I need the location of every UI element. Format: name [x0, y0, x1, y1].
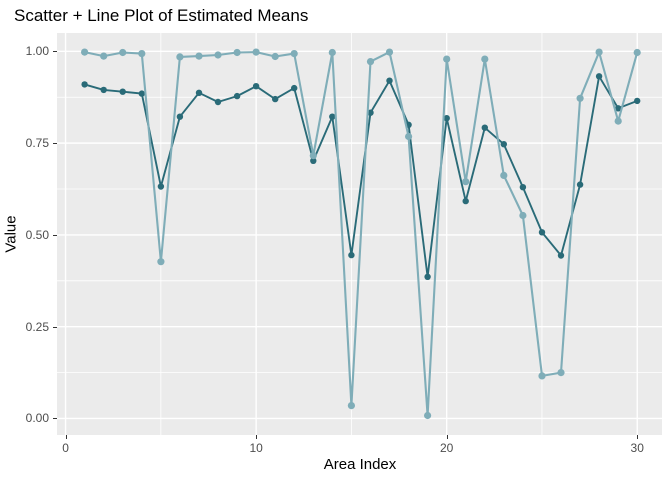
light-teal-estimates-point: [347, 402, 355, 410]
dark-teal-estimates-point: [348, 251, 355, 259]
light-teal-estimates-point: [328, 48, 336, 57]
light-teal-estimates-point: [176, 53, 184, 61]
y-tick-mark: [53, 143, 57, 145]
light-teal-estimates-point: [462, 178, 470, 186]
dark-teal-estimates-point: [576, 181, 584, 188]
dark-teal-estimates-point: [481, 124, 488, 131]
dark-teal-estimates-point: [81, 81, 88, 88]
light-teal-estimates-point: [481, 55, 489, 63]
light-teal-estimates-point: [309, 152, 317, 160]
light-teal-estimates-point: [81, 48, 89, 56]
y-tick-label: 0.00: [25, 411, 49, 426]
dark-teal-estimates-point: [233, 92, 241, 100]
dark-teal-estimates-point: [310, 157, 317, 164]
dark-teal-estimates-point: [443, 115, 450, 122]
dark-teal-estimates-point: [100, 86, 107, 94]
dark-teal-estimates-line: [84, 75, 638, 278]
x-tick-label: 30: [630, 441, 644, 455]
dark-teal-estimates-point: [634, 97, 641, 105]
light-teal-estimates-line: [84, 51, 639, 417]
light-teal-estimates-point: [119, 48, 127, 57]
dark-teal-estimates-point: [595, 73, 603, 80]
light-teal-estimates-point: [290, 50, 298, 58]
light-teal-estimates-point: [157, 258, 165, 266]
y-tick-mark: [53, 234, 57, 236]
dark-teal-estimates-point: [157, 183, 165, 190]
light-teal-estimates-point: [271, 52, 279, 61]
dark-teal-estimates-point: [462, 197, 469, 205]
y-tick-mark: [53, 326, 57, 328]
dark-teal-estimates-point: [138, 90, 145, 97]
y-tick-mark: [53, 51, 57, 53]
y-tick-label: 0.50: [25, 227, 49, 242]
dark-teal-estimates-point: [367, 109, 374, 116]
dark-teal-estimates-point: [519, 184, 527, 191]
y-tick-label: 0.75: [25, 136, 49, 151]
light-teal-estimates-point: [138, 50, 146, 58]
dark-teal-estimates-point: [329, 113, 336, 120]
chart-title: Scatter + Line Plot of Estimated Means: [14, 6, 309, 25]
x-axis-title: Area Index: [323, 456, 397, 473]
dark-teal-estimates-point: [195, 89, 203, 96]
dark-teal-estimates-point: [272, 95, 279, 103]
x-tick-label: 10: [249, 441, 263, 455]
dark-teal-estimates-point: [500, 141, 507, 148]
light-teal-estimates-point: [614, 117, 622, 125]
dark-teal-estimates-point: [176, 113, 184, 120]
light-teal-estimates-point: [633, 48, 641, 57]
light-teal-estimates-point: [424, 411, 432, 420]
dark-teal-estimates-point: [119, 88, 126, 95]
dark-teal-estimates-point: [386, 77, 393, 84]
x-tick-label: 0: [62, 441, 69, 455]
dark-teal-estimates-point: [424, 273, 431, 280]
dark-teal-estimates-point: [214, 98, 222, 106]
x-tick-mark: [446, 435, 448, 439]
dark-teal-estimates-point: [538, 229, 546, 236]
y-tick-mark: [53, 418, 57, 420]
light-teal-estimates-point: [366, 58, 375, 66]
light-teal-estimates-point: [576, 94, 584, 102]
light-teal-estimates-point: [443, 55, 451, 63]
light-teal-estimates-point: [519, 211, 527, 220]
x-tick-mark: [65, 435, 67, 439]
x-tick-label: 20: [439, 441, 454, 455]
dark-teal-estimates-point: [291, 84, 298, 92]
light-teal-estimates-point: [385, 48, 394, 56]
dark-teal-estimates-point: [557, 252, 565, 259]
light-teal-estimates-point: [195, 52, 203, 60]
light-teal-estimates-point: [557, 369, 565, 377]
x-tick-mark: [637, 435, 639, 439]
light-teal-estimates-point: [595, 48, 603, 56]
light-teal-estimates-point: [214, 51, 222, 59]
y-tick-label: 1.00: [25, 44, 49, 59]
plot-panel: [57, 33, 662, 435]
light-teal-estimates-point: [100, 52, 108, 60]
light-teal-estimates-point: [538, 372, 546, 380]
light-teal-estimates-point: [405, 132, 413, 141]
light-teal-estimates-point: [233, 48, 241, 57]
dark-teal-estimates-point: [615, 105, 622, 112]
y-tick-label: 0.25: [25, 319, 49, 334]
x-tick-mark: [256, 435, 258, 439]
chart-canvas: [57, 33, 662, 435]
dark-teal-estimates-point: [252, 83, 260, 90]
light-teal-estimates-point: [252, 48, 260, 56]
light-teal-estimates-point: [500, 171, 508, 179]
